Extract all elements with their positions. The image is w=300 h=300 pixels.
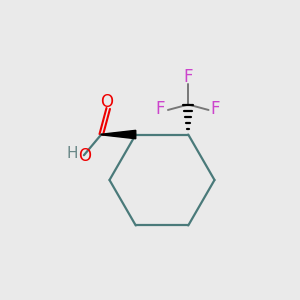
Polygon shape bbox=[101, 130, 136, 139]
Text: O: O bbox=[100, 93, 113, 111]
Text: H: H bbox=[67, 146, 78, 161]
Text: F: F bbox=[156, 100, 165, 118]
Text: F: F bbox=[184, 68, 193, 86]
Text: F: F bbox=[211, 100, 220, 118]
Text: O: O bbox=[78, 146, 91, 164]
